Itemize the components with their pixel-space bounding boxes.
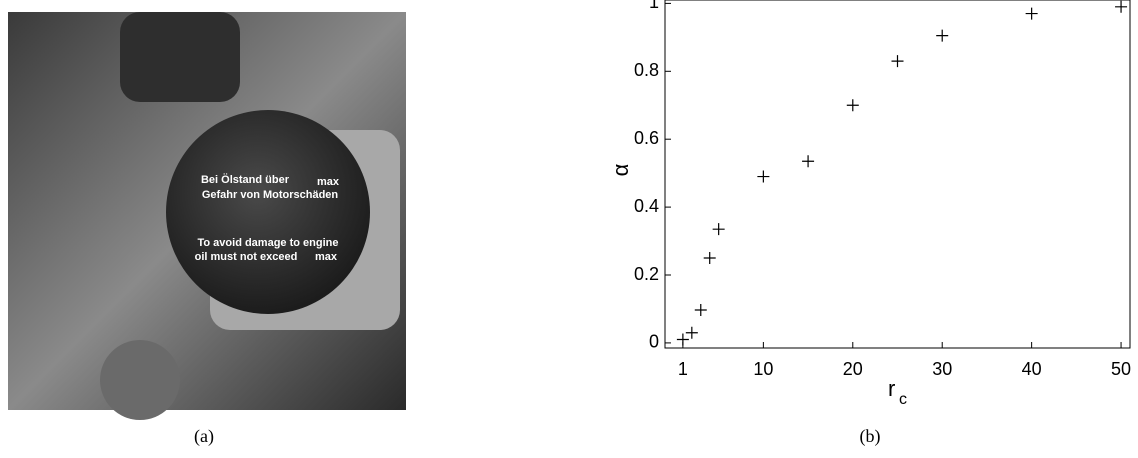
x-tick-label: 50 bbox=[1111, 359, 1131, 379]
y-tick-label: 1 bbox=[649, 0, 659, 12]
y-tick-label: 0.2 bbox=[634, 264, 659, 284]
x-tick-label: 20 bbox=[843, 359, 863, 379]
point bbox=[1115, 0, 1128, 13]
caption: (b) bbox=[860, 426, 881, 447]
plot-frame bbox=[664, 0, 1131, 349]
cap-text: Gefahr von Motorschäden bbox=[202, 189, 339, 201]
cap-text: max bbox=[315, 251, 338, 263]
pulley bbox=[100, 340, 180, 420]
point bbox=[891, 55, 904, 68]
x-tick-label: 30 bbox=[932, 359, 952, 379]
point bbox=[846, 99, 859, 112]
point bbox=[1025, 7, 1038, 20]
point bbox=[802, 155, 815, 168]
point bbox=[685, 326, 698, 339]
y-tick-label: 0.8 bbox=[634, 60, 659, 80]
point bbox=[694, 303, 707, 316]
cap-text: To avoid damage to engine bbox=[198, 237, 339, 249]
photo: Bei Ölstand über max Gefahr von Motorsch… bbox=[8, 12, 406, 420]
y-tick-label: 0.4 bbox=[634, 196, 659, 216]
x-axis-label-sub: c bbox=[899, 391, 907, 408]
y-tick-label: 0.6 bbox=[634, 128, 659, 148]
y-axis-label: α bbox=[608, 163, 633, 176]
cap-text: Bei Ölstand über bbox=[201, 173, 290, 186]
oil-cap bbox=[166, 110, 370, 314]
point bbox=[936, 29, 949, 42]
x-tick-label: 1 bbox=[678, 359, 688, 379]
x-tick-label: 10 bbox=[753, 359, 773, 379]
point bbox=[757, 170, 770, 183]
hose bbox=[120, 12, 240, 102]
point bbox=[703, 252, 716, 265]
cap-text: oil must not exceed bbox=[195, 251, 298, 263]
point bbox=[676, 333, 689, 346]
y-tick-label: 0 bbox=[649, 332, 659, 352]
x-tick-label: 40 bbox=[1022, 359, 1042, 379]
x-axis-label: r bbox=[888, 376, 895, 401]
caption: (a) bbox=[194, 426, 214, 447]
point bbox=[712, 223, 725, 236]
cap-text: max bbox=[317, 176, 340, 188]
